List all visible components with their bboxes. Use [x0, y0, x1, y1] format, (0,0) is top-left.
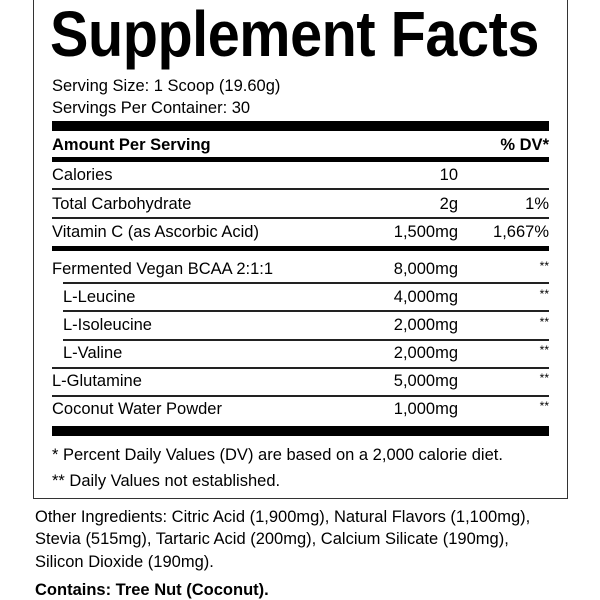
row-divider	[52, 367, 549, 369]
row-divider	[63, 310, 549, 312]
servings-per-container: Servings Per Container: 30	[52, 99, 251, 117]
ingredient-amount: 5,000mg	[393, 372, 458, 390]
thick-divider	[52, 426, 549, 436]
ingredient-dv: **	[539, 287, 549, 301]
ingredient-amount: 1,000mg	[393, 400, 458, 418]
nutrient-name: Total Carbohydrate	[52, 195, 192, 213]
ingredient-name: Coconut Water Powder	[52, 400, 222, 418]
table-header: Amount Per Serving % DV*	[52, 135, 549, 155]
row-divider	[52, 188, 549, 190]
ingredient-dv: **	[539, 371, 549, 385]
table-row: L-Glutamine 5,000mg **	[52, 371, 549, 391]
nutrient-amount: 1,500mg	[393, 223, 458, 241]
panel-title: Supplement Facts	[50, 0, 539, 70]
table-row: Fermented Vegan BCAA 2:1:1 8,000mg **	[52, 259, 549, 279]
allergen-statement: Contains: Tree Nut (Coconut).	[35, 581, 269, 599]
ingredient-dv: **	[539, 343, 549, 357]
ingredient-dv: **	[539, 315, 549, 329]
footnote-not-established: ** Daily Values not established.	[52, 472, 281, 490]
ingredient-name: L-Valine	[63, 344, 123, 362]
table-row: Coconut Water Powder 1,000mg **	[52, 399, 549, 419]
nutrient-name: Calories	[52, 166, 113, 184]
table-row: L-Valine 2,000mg **	[52, 343, 549, 363]
medium-divider	[52, 157, 549, 162]
table-row: L-Leucine 4,000mg **	[52, 287, 549, 307]
row-divider	[52, 395, 549, 397]
table-row: Vitamin C (as Ascorbic Acid) 1,500mg 1,6…	[52, 222, 549, 242]
ingredient-name: L-Glutamine	[52, 372, 142, 390]
other-ingredients-line: Other Ingredients: Citric Acid (1,900mg)…	[35, 508, 531, 526]
amount-per-serving-header: Amount Per Serving	[52, 136, 211, 154]
nutrient-dv: 1,667%	[493, 223, 549, 241]
ingredient-amount: 2,000mg	[393, 344, 458, 362]
row-divider	[63, 339, 549, 341]
other-ingredients-line: Stevia (515mg), Tartaric Acid (200mg), C…	[35, 530, 509, 548]
nutrient-amount: 10	[439, 166, 458, 184]
serving-size: Serving Size: 1 Scoop (19.60g)	[52, 77, 281, 95]
nutrient-amount: 2g	[439, 195, 458, 213]
table-row: Calories 10	[52, 165, 549, 185]
nutrient-name: Vitamin C (as Ascorbic Acid)	[52, 223, 259, 241]
ingredient-name: Fermented Vegan BCAA 2:1:1	[52, 260, 274, 278]
row-divider	[52, 217, 549, 219]
ingredient-dv: **	[539, 399, 549, 413]
thick-divider	[52, 121, 549, 131]
ingredient-dv: **	[539, 259, 549, 273]
dv-header: % DV*	[500, 136, 549, 154]
ingredient-name: L-Isoleucine	[63, 316, 152, 334]
table-row: Total Carbohydrate 2g 1%	[52, 194, 549, 214]
other-ingredients-line: Silicon Dioxide (190mg).	[35, 553, 214, 571]
ingredient-amount: 2,000mg	[393, 316, 458, 334]
nutrient-dv: 1%	[525, 195, 549, 213]
ingredient-amount: 8,000mg	[393, 260, 458, 278]
footnote-dv: * Percent Daily Values (DV) are based on…	[52, 446, 503, 464]
table-row: L-Isoleucine 2,000mg **	[52, 315, 549, 335]
supplement-facts-panel	[33, 0, 568, 499]
ingredient-name: L-Leucine	[63, 288, 136, 306]
ingredient-amount: 4,000mg	[393, 288, 458, 306]
row-divider	[63, 282, 549, 284]
medium-divider	[52, 246, 549, 251]
